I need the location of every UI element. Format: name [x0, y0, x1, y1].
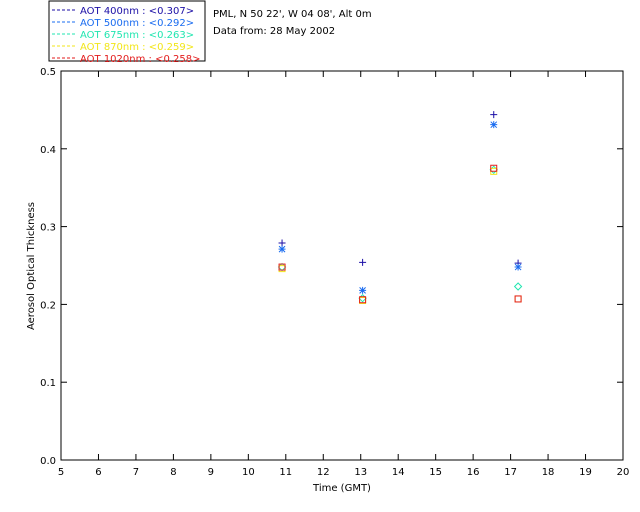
data-point-s4-p2 [490, 164, 498, 172]
legend-label: AOT 675nm : <0.263> [80, 30, 194, 41]
data-point-s0-p2 [490, 111, 498, 119]
x-tick-label: 17 [504, 467, 517, 478]
y-tick-label: 0.5 [40, 67, 56, 78]
data-point-s4-p0 [278, 263, 286, 271]
data-date: Data from: 28 May 2002 [213, 26, 335, 37]
legend-label: AOT 400nm : <0.307> [80, 6, 194, 17]
legend-label: AOT 1020nm : <0.258> [80, 54, 200, 65]
data-point-s1-p1 [359, 286, 367, 294]
data-point-s1-p3 [514, 263, 522, 271]
x-tick-label: 7 [133, 467, 139, 478]
data-point-s1-p0 [278, 245, 286, 253]
data-points [277, 111, 523, 305]
data-point-s2-p1 [358, 293, 367, 303]
legend-label: AOT 870nm : <0.259> [80, 42, 194, 53]
data-point-s4-p1 [359, 296, 367, 304]
y-tick-label: 0.1 [40, 378, 56, 389]
data-point-s0-p1 [359, 258, 367, 266]
x-tick-label: 13 [354, 467, 367, 478]
y-tick-label: 0.0 [40, 456, 56, 467]
x-tick-label: 5 [58, 467, 64, 478]
legend-box [48, 0, 206, 62]
x-tick-label: 16 [467, 467, 480, 478]
legend: AOT 400nm : <0.307>AOT 500nm : <0.292>AO… [48, 0, 206, 65]
data-point-s1-p2 [490, 121, 498, 129]
x-tick-label: 19 [579, 467, 592, 478]
x-tick-label: 10 [242, 467, 255, 478]
x-tick-label: 8 [170, 467, 176, 478]
x-tick-label: 20 [617, 467, 630, 478]
y-axis-title: Aerosol Optical Thickness [26, 202, 37, 330]
x-tick-label: 14 [392, 467, 405, 478]
x-tick-label: 9 [208, 467, 214, 478]
data-point-s2-p2 [489, 165, 498, 175]
data-point-s0-p0 [278, 239, 286, 247]
x-tick-label: 15 [429, 467, 442, 478]
data-point-s2-p3 [513, 282, 523, 291]
data-point-s3-p3 [514, 295, 522, 303]
y-tick-label: 0.2 [40, 300, 56, 311]
legend-label: AOT 500nm : <0.292> [80, 18, 194, 29]
x-tick-label: 11 [279, 467, 292, 478]
site-info: PML, N 50 22', W 04 08', Alt 0m [213, 9, 372, 20]
plot-area [60, 70, 624, 461]
x-tick-label: 12 [317, 467, 330, 478]
y-axis: 0.0 0.1 0.2 0.3 0.4 0.5 [40, 67, 623, 467]
x-axis-title: Time (GMT) [312, 483, 371, 494]
data-point-s4-p3 [514, 295, 522, 303]
x-tick-label: 6 [95, 467, 101, 478]
x-tick-label: 18 [542, 467, 555, 478]
y-tick-label: 0.3 [40, 223, 56, 234]
data-point-s2-p0 [277, 262, 287, 272]
y-tick-label: 0.4 [40, 145, 56, 156]
x-axis: 5 6 7 8 9 10 11 12 13 14 15 16 17 18 19 20 [58, 71, 630, 478]
